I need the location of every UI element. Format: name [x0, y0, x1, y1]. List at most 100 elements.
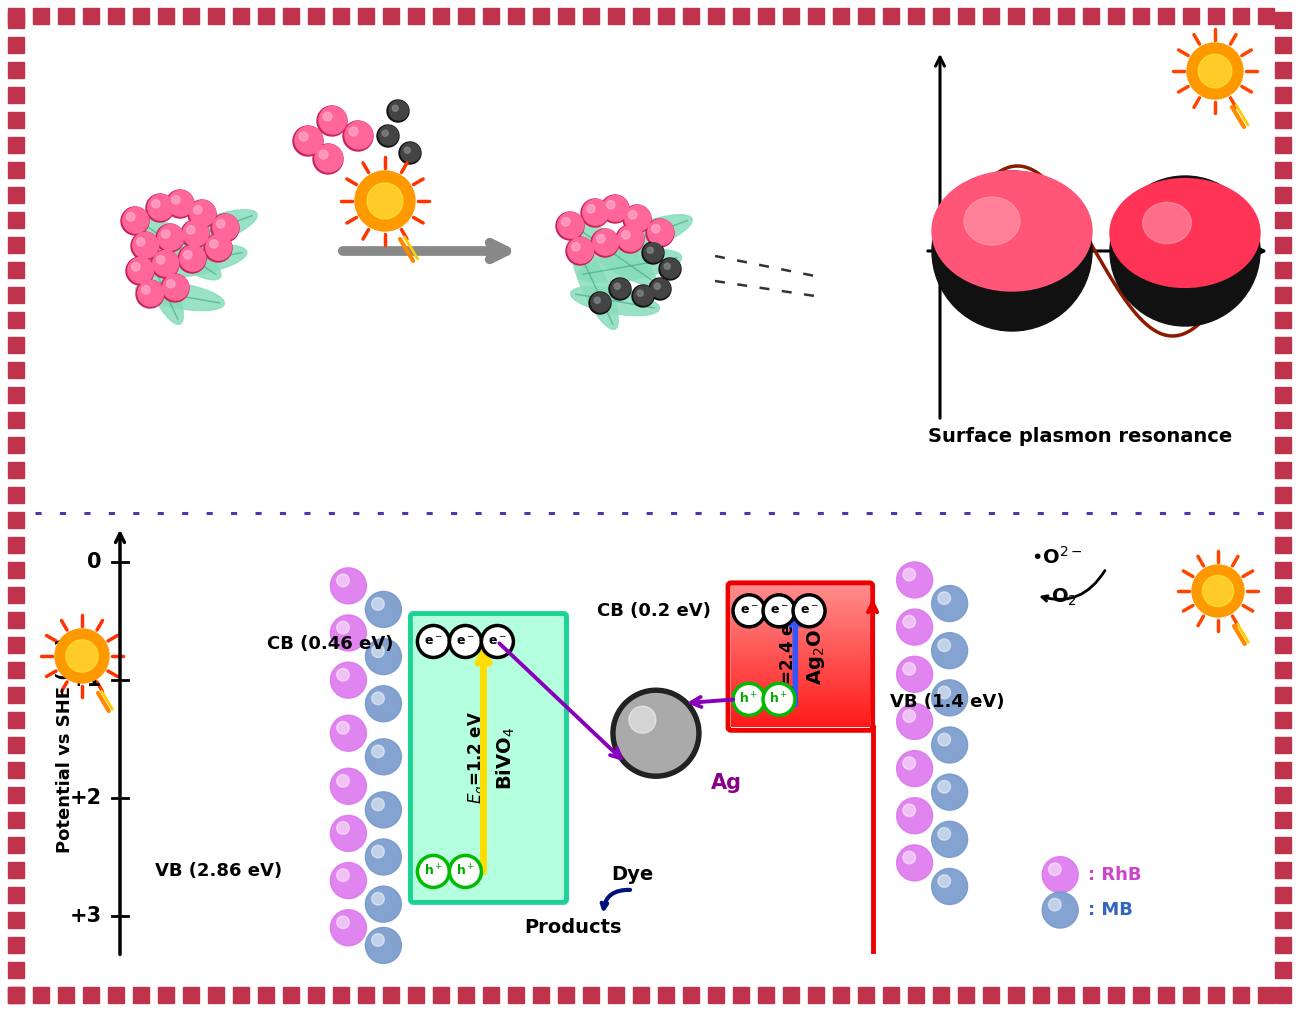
Circle shape: [365, 887, 401, 922]
Circle shape: [629, 210, 637, 219]
Bar: [683, 8, 699, 24]
Circle shape: [938, 828, 951, 840]
Bar: [8, 462, 23, 478]
Bar: [1276, 637, 1291, 653]
Bar: [359, 987, 374, 1003]
Circle shape: [587, 204, 595, 213]
Circle shape: [330, 910, 366, 945]
Circle shape: [313, 144, 343, 174]
Circle shape: [162, 274, 188, 300]
Bar: [633, 987, 650, 1003]
Circle shape: [136, 280, 164, 308]
Bar: [8, 937, 23, 953]
Circle shape: [733, 683, 765, 716]
Bar: [731, 668, 869, 670]
Circle shape: [205, 235, 231, 260]
Bar: [8, 237, 23, 253]
Bar: [1276, 737, 1291, 753]
Circle shape: [336, 868, 349, 882]
Bar: [731, 675, 869, 677]
Text: : MB: : MB: [1089, 901, 1133, 919]
Circle shape: [644, 243, 664, 262]
Circle shape: [181, 220, 209, 248]
Circle shape: [896, 656, 933, 693]
Bar: [183, 8, 199, 24]
Bar: [8, 712, 23, 728]
Ellipse shape: [143, 245, 247, 278]
Circle shape: [592, 229, 618, 255]
Ellipse shape: [1143, 202, 1191, 244]
Bar: [8, 112, 23, 128]
Circle shape: [323, 112, 333, 121]
Bar: [1276, 662, 1291, 678]
Circle shape: [611, 279, 630, 298]
Circle shape: [896, 845, 933, 881]
Circle shape: [377, 125, 399, 147]
Bar: [83, 8, 99, 24]
Bar: [731, 651, 869, 654]
Circle shape: [372, 798, 385, 811]
Circle shape: [145, 194, 174, 222]
Bar: [433, 987, 449, 1003]
Bar: [731, 594, 869, 598]
Bar: [158, 987, 174, 1003]
Bar: [731, 598, 869, 600]
Bar: [132, 8, 149, 24]
Bar: [633, 8, 650, 24]
Circle shape: [349, 127, 359, 136]
Circle shape: [651, 279, 670, 298]
Circle shape: [372, 745, 385, 757]
Bar: [731, 692, 869, 695]
Circle shape: [343, 121, 373, 151]
Circle shape: [209, 240, 218, 248]
Text: 0: 0: [87, 552, 103, 572]
Bar: [1057, 8, 1074, 24]
Bar: [731, 585, 869, 588]
Bar: [1276, 87, 1291, 103]
Bar: [8, 962, 23, 978]
Bar: [731, 711, 869, 713]
Bar: [8, 537, 23, 553]
Circle shape: [931, 679, 968, 716]
Circle shape: [903, 616, 916, 628]
Circle shape: [148, 194, 174, 220]
Bar: [1276, 962, 1291, 978]
Circle shape: [126, 257, 155, 285]
Circle shape: [217, 219, 225, 228]
Text: CB (0.2 eV): CB (0.2 eV): [598, 602, 711, 620]
Circle shape: [142, 285, 149, 294]
Bar: [1276, 312, 1291, 328]
Bar: [731, 647, 869, 649]
Bar: [731, 718, 869, 720]
Circle shape: [642, 242, 664, 264]
Circle shape: [190, 200, 216, 226]
Circle shape: [1187, 43, 1243, 99]
Bar: [433, 8, 449, 24]
Bar: [731, 715, 869, 718]
Text: CB (0.46 eV): CB (0.46 eV): [268, 636, 394, 653]
Bar: [731, 614, 869, 617]
Ellipse shape: [578, 250, 682, 282]
Circle shape: [659, 258, 681, 280]
Bar: [833, 987, 850, 1003]
Bar: [459, 8, 474, 24]
Circle shape: [557, 212, 583, 239]
Circle shape: [336, 622, 349, 634]
Circle shape: [153, 251, 178, 276]
Circle shape: [896, 609, 933, 645]
Circle shape: [365, 839, 401, 875]
Circle shape: [583, 199, 608, 225]
Circle shape: [388, 101, 408, 120]
Circle shape: [213, 214, 239, 241]
Circle shape: [372, 598, 385, 611]
Bar: [8, 762, 23, 778]
Bar: [1276, 237, 1291, 253]
Bar: [58, 8, 74, 24]
Bar: [8, 8, 23, 24]
Ellipse shape: [135, 281, 225, 310]
Bar: [1276, 762, 1291, 778]
Circle shape: [482, 626, 513, 657]
Text: e$^-$: e$^-$: [488, 635, 507, 648]
Bar: [8, 362, 23, 378]
Bar: [1276, 387, 1291, 403]
